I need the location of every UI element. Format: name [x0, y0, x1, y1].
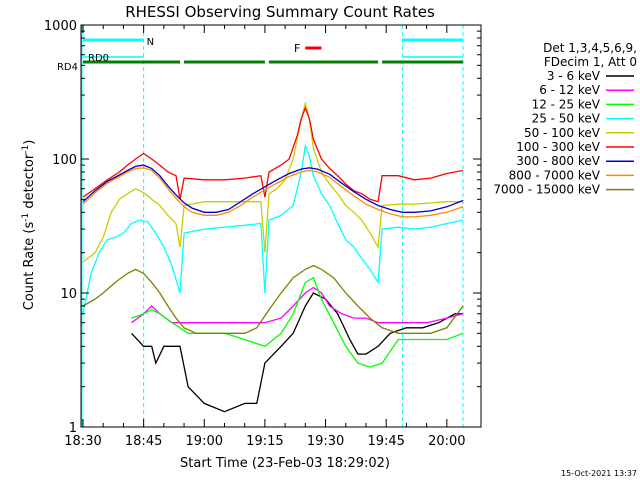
legend: Det 1,3,4,5,6,9, FDecim 1, Att 0 3 - 6 k… — [493, 41, 637, 197]
x-tick-label-0: 18:30 — [64, 434, 101, 449]
y-tick-label-0: 1 — [69, 421, 77, 436]
y-axis-label-close: ) — [22, 140, 37, 145]
legend-label-0: 3 - 6 keV — [547, 69, 601, 83]
y-axis-label-part2: detector — [22, 153, 37, 213]
flare-flag-label: F — [294, 42, 300, 55]
y-axis: 1 10 100 1000 — [44, 19, 481, 436]
footer-timestamp: 15-Oct-2021 13:37 — [561, 469, 637, 478]
legend-label-4: 50 - 100 keV — [524, 126, 601, 140]
y-tick-label-1: 10 — [60, 287, 77, 302]
y-axis-label: Count Rate (s-1 detector-1) — [21, 140, 37, 311]
legend-label-6: 300 - 800 keV — [516, 154, 600, 168]
series-line-0 — [131, 292, 463, 413]
plot-area: N RD0 RD4 F — [57, 25, 464, 427]
y-axis-label-exp2: -1 — [21, 145, 31, 154]
legend-label-5: 100 - 300 keV — [516, 140, 600, 154]
legend-label-3: 25 - 50 keV — [532, 112, 601, 126]
legend-header-line-2: FDecim 1, Att 0 — [544, 55, 637, 69]
x-tick-label-1: 18:45 — [125, 434, 162, 449]
series-line-8 — [82, 264, 464, 334]
x-axis-label: Start Time (23-Feb-03 18:29:02) — [180, 456, 390, 471]
x-tick-label-2: 19:00 — [186, 434, 223, 449]
y-tick-label-3: 1000 — [44, 19, 77, 34]
x-tick-label-6: 20:00 — [428, 434, 465, 449]
x-axis: 18:30 18:45 19:00 19:15 19:30 19:45 20:00 — [64, 25, 466, 449]
rd0-flag-label: RD0 — [88, 53, 109, 64]
series-line-5 — [82, 106, 464, 203]
x-tick-label-5: 19:45 — [367, 434, 404, 449]
series-line-1 — [131, 286, 464, 324]
x-tick-label-4: 19:30 — [307, 434, 344, 449]
rd4-flag-label: RD4 — [57, 62, 78, 73]
legend-label-2: 12 - 25 keV — [532, 97, 601, 111]
chart-title: RHESSI Observing Summary Count Rates — [125, 3, 435, 21]
plot-frame — [80, 24, 482, 428]
x-tick-label-3: 19:15 — [246, 434, 283, 449]
series-line-6 — [82, 164, 464, 213]
y-axis-label-part: Count Rate (s — [22, 222, 37, 311]
legend-header-line-1: Det 1,3,4,5,6,9, — [543, 41, 637, 55]
legend-label-8: 7000 - 15000 keV — [493, 183, 600, 197]
series-line-7 — [82, 167, 464, 218]
y-tick-label-2: 100 — [52, 153, 77, 168]
night-flag-label: N — [147, 37, 154, 48]
y-axis-label-exp: -1 — [21, 213, 31, 222]
series-line-2 — [131, 276, 464, 368]
legend-label-7: 800 - 7000 keV — [509, 168, 601, 182]
series-line-4 — [82, 100, 463, 263]
legend-label-1: 6 - 12 keV — [539, 83, 601, 97]
series-line-3 — [82, 143, 464, 314]
